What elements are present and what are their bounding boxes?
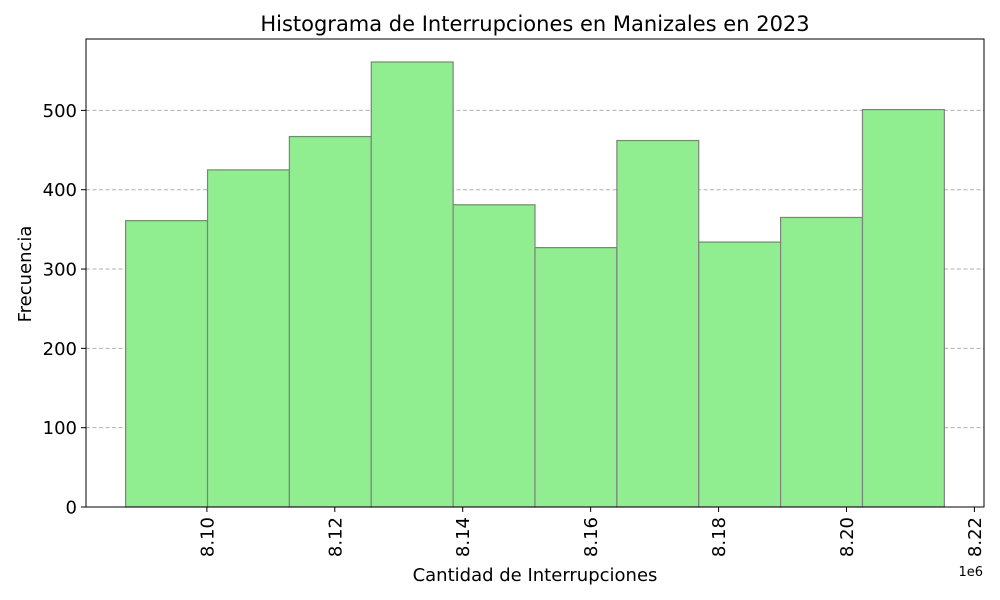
x-tick-label: 8.16 bbox=[581, 517, 602, 557]
histogram-bar bbox=[616, 139, 700, 508]
histogram-bar bbox=[452, 204, 536, 508]
y-tick-label: 0 bbox=[66, 498, 77, 519]
histogram-bar bbox=[698, 241, 782, 508]
y-axis-label: Frecuencia bbox=[15, 226, 36, 323]
y-tick-label: 200 bbox=[43, 339, 77, 360]
histogram-bar bbox=[206, 169, 290, 508]
x-axis-label: Cantidad de Interrupciones bbox=[413, 565, 658, 586]
y-tick-label: 500 bbox=[43, 101, 77, 122]
x-tick-label: 8.14 bbox=[453, 517, 474, 557]
x-tick-label: 8.12 bbox=[325, 517, 346, 557]
y-tick-label: 300 bbox=[43, 260, 77, 281]
histogram-bar bbox=[534, 247, 618, 508]
x-tick-label: 8.10 bbox=[197, 517, 218, 557]
histogram-bar bbox=[370, 61, 454, 508]
y-tick-label: 400 bbox=[43, 180, 77, 201]
y-tick-label: 100 bbox=[43, 418, 77, 439]
y-axis-ticks: 0 100 200 300 400 500 bbox=[43, 101, 86, 519]
histogram-bar bbox=[288, 135, 372, 508]
x-axis-ticks: 8.10 8.12 8.14 8.16 8.18 8.20 8.22 bbox=[197, 507, 986, 557]
x-tick-label: 8.18 bbox=[709, 517, 730, 557]
chart-title: Histograma de Interrupciones en Manizale… bbox=[260, 12, 809, 36]
histogram-bar bbox=[125, 220, 209, 508]
plot-frame bbox=[85, 38, 985, 508]
histogram-bars bbox=[125, 61, 945, 508]
x-tick-label: 8.20 bbox=[837, 517, 858, 557]
histogram-bar bbox=[780, 216, 864, 508]
x-tick-label: 8.22 bbox=[965, 517, 986, 557]
x-axis-offset-label: 1e6 bbox=[958, 565, 983, 580]
histogram-bar bbox=[861, 108, 945, 508]
